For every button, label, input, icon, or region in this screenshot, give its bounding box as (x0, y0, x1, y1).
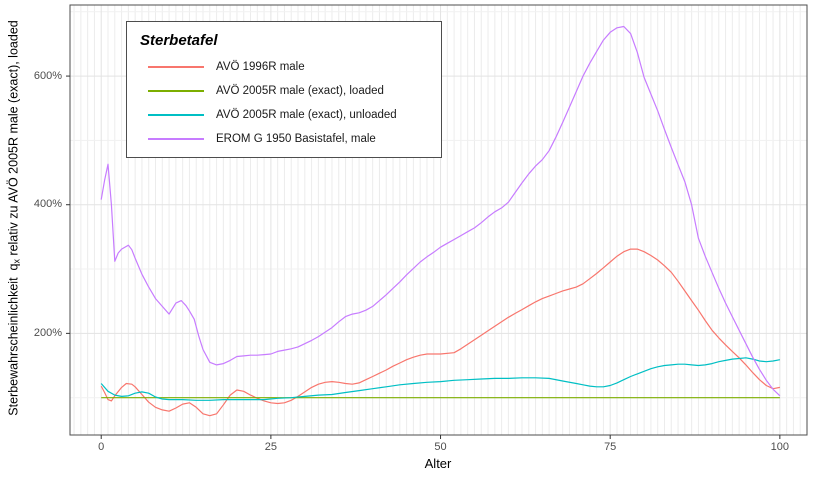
legend-item-label: AVÖ 2005R male (exact), loaded (216, 85, 384, 97)
legend-key-line (148, 90, 204, 92)
series-lines (100, 25, 781, 417)
legend-item-label: AVÖ 1996R male (216, 61, 305, 73)
legend: Sterbetafel AVÖ 1996R male AVÖ 2005R mal… (126, 21, 442, 158)
legend-key-line (148, 138, 204, 140)
x-tick-label: 100 (770, 441, 790, 453)
y-tick-label: 200% (33, 326, 62, 339)
series-line-0 (100, 248, 781, 417)
series-line-3 (100, 25, 781, 397)
axis-tick-marks (66, 75, 781, 439)
y-tick-label: 600% (33, 69, 62, 82)
legend-title: Sterbetafel (140, 32, 218, 49)
x-tick-label: 50 (434, 441, 447, 453)
legend-item: AVÖ 1996R male (127, 59, 441, 75)
y-axis-title: Sterbewahrscheinlichkeit qx relativ zu A… (7, 20, 22, 415)
legend-key-line (148, 114, 204, 116)
legend-item-label: AVÖ 2005R male (exact), unloaded (216, 109, 397, 121)
y-axis-title-subscript: x (11, 259, 22, 264)
legend-item-label: EROM G 1950 Basistafel, male (216, 133, 376, 145)
y-axis-title-text: Sterbewahrscheinlichkeit q (6, 263, 21, 416)
x-tick-label: 75 (604, 441, 617, 453)
panel-border (69, 4, 808, 436)
x-axis-title: Alter (424, 456, 452, 471)
y-tick-label: 400% (33, 198, 62, 211)
legend-item: AVÖ 2005R male (exact), loaded (127, 83, 441, 99)
series-line-2 (100, 357, 781, 401)
legend-item: EROM G 1950 Basistafel, male (127, 131, 441, 147)
y-axis-title-text: relativ zu AVÖ 2005R male (exact), loade… (6, 20, 21, 260)
x-tick-label: 25 (264, 441, 277, 453)
x-tick-label: 0 (98, 441, 105, 453)
legend-item: AVÖ 2005R male (exact), unloaded (127, 107, 441, 123)
legend-key-line (148, 66, 204, 68)
